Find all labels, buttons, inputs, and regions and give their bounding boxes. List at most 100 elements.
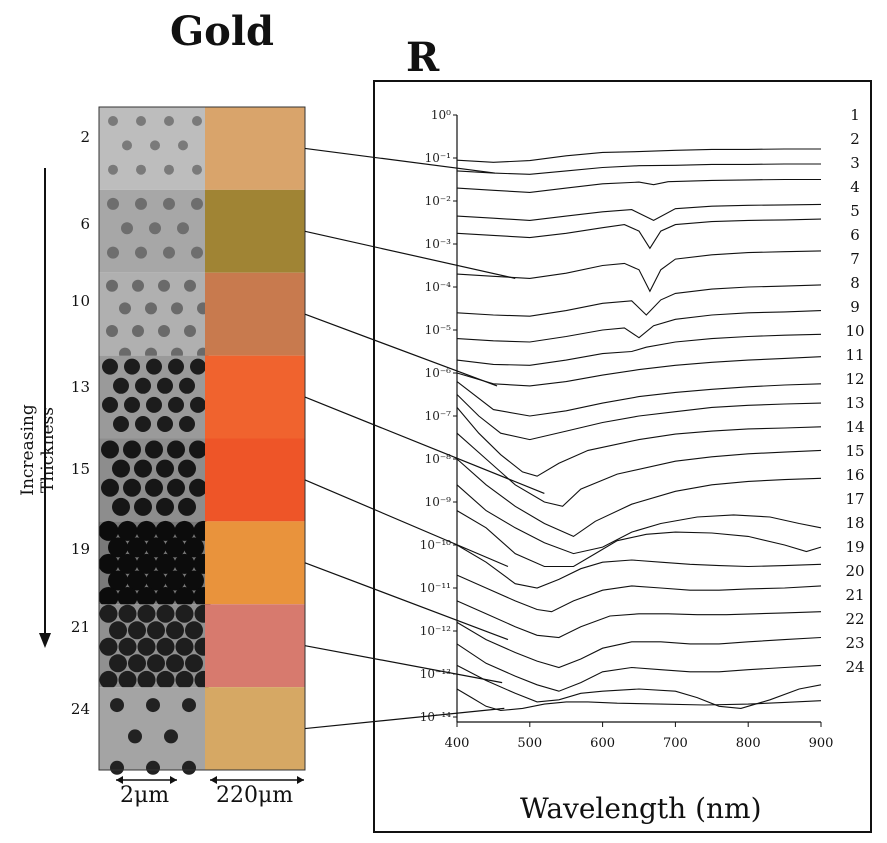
sem-holes-10 — [106, 279, 209, 360]
connector-24 — [304, 707, 505, 730]
x-tick-label-600: 600 — [590, 736, 615, 751]
sem-hole — [136, 116, 146, 126]
curve-label-6: 6 — [850, 226, 860, 244]
sem-hole — [128, 654, 146, 673]
curve-9 — [456, 333, 822, 366]
sem-hole — [102, 358, 118, 375]
sem-hole — [174, 587, 195, 607]
thickness-label-10: 10 — [70, 292, 90, 310]
sem-hole — [165, 570, 185, 591]
sem-hole — [149, 222, 161, 235]
sem-hole — [123, 440, 141, 459]
sem-hole — [164, 729, 178, 744]
sem-hole — [98, 587, 119, 607]
x-tick-label-500: 500 — [517, 736, 542, 751]
plot-frame — [373, 80, 872, 833]
curve-7 — [456, 284, 822, 317]
sem-hole — [192, 164, 202, 175]
sem-hole — [177, 222, 189, 235]
sem-hole — [145, 478, 163, 497]
sem-hole — [166, 654, 184, 673]
sem-holes-19 — [98, 520, 214, 607]
curve-15 — [456, 458, 822, 538]
sem-hole — [110, 760, 124, 775]
sem-hole — [175, 637, 194, 656]
connector-13 — [304, 396, 545, 494]
thickness-label-2: 2 — [80, 128, 90, 146]
x-axis-label: Wavelength (nm) — [520, 792, 762, 825]
sem-hole — [157, 377, 173, 394]
optical-panel-10 — [205, 272, 305, 356]
sem-hole — [145, 440, 163, 459]
x-tick-label-700: 700 — [663, 736, 688, 751]
curve-12 — [456, 394, 822, 441]
sem-hole — [175, 604, 194, 623]
sem-hole — [113, 377, 129, 394]
sem-hole — [127, 537, 147, 558]
sem-hole — [163, 246, 175, 259]
y-tick-label-6: 10⁻⁶ — [425, 366, 452, 380]
y-tick-label-3: 10⁻³ — [425, 237, 452, 251]
sem-hole — [179, 416, 195, 432]
sem-holes-2 — [108, 116, 202, 175]
sem-hole — [128, 621, 146, 640]
sem-hole — [99, 637, 118, 656]
curve-label-24: 24 — [845, 658, 864, 676]
curve-20 — [456, 600, 822, 639]
sem-hole — [137, 604, 156, 623]
sem-hole — [136, 520, 157, 541]
sem-hole — [136, 164, 146, 175]
curve-label-13: 13 — [845, 394, 864, 412]
connector-2 — [304, 147, 495, 174]
sem-hole — [158, 279, 170, 292]
sem-hole — [124, 358, 140, 375]
thickness-arrow-head — [39, 633, 51, 648]
x-tick-label-900: 900 — [809, 736, 834, 751]
y-tick-label-7: 10⁻⁷ — [425, 409, 452, 423]
sem-hole — [167, 440, 185, 459]
strip-border — [98, 106, 306, 771]
sem-hole — [117, 587, 138, 607]
sem-hole — [122, 140, 132, 151]
sem-holes-13 — [102, 358, 206, 432]
curve-label-3: 3 — [850, 154, 860, 172]
sem-hole — [157, 416, 173, 432]
sem-hole — [178, 497, 196, 516]
sem-hole — [156, 459, 174, 478]
sem-hole — [147, 621, 165, 640]
curve-5 — [456, 218, 822, 250]
sem-hole — [109, 654, 127, 673]
curve-label-10: 10 — [845, 322, 864, 340]
x-tick-label-400: 400 — [445, 736, 470, 751]
sem-hole — [164, 116, 174, 126]
sem-hole — [163, 197, 175, 210]
sem-hole — [132, 325, 144, 337]
sem-hole — [117, 520, 138, 541]
curve-label-15: 15 — [845, 442, 864, 460]
sem-holes-15 — [101, 440, 207, 516]
sem-hole — [117, 553, 138, 574]
sem-hole — [158, 325, 170, 337]
y-tick-label-11: 10⁻¹¹ — [420, 581, 451, 595]
sem-hole — [156, 670, 175, 689]
sem-hole — [123, 478, 141, 497]
curve-label-11: 11 — [845, 346, 864, 364]
sem-hole — [128, 729, 142, 744]
sem-hole — [147, 654, 165, 673]
sem-hole — [109, 621, 127, 640]
sem-hole — [101, 440, 119, 459]
curve-14 — [456, 432, 822, 507]
sem-hole — [106, 279, 118, 292]
curve-label-4: 4 — [850, 178, 860, 196]
curve-label-7: 7 — [850, 250, 860, 268]
thickness-label-21: 21 — [70, 618, 90, 636]
sem-hole — [189, 478, 207, 497]
sem-hole — [135, 416, 151, 432]
curve-18 — [456, 544, 822, 589]
sem-hole — [168, 358, 184, 375]
sem-hole — [190, 396, 206, 413]
sem-hole — [99, 670, 118, 689]
curve-1 — [456, 148, 821, 163]
sem-holes-24 — [110, 698, 196, 775]
sem-hole — [171, 302, 183, 315]
